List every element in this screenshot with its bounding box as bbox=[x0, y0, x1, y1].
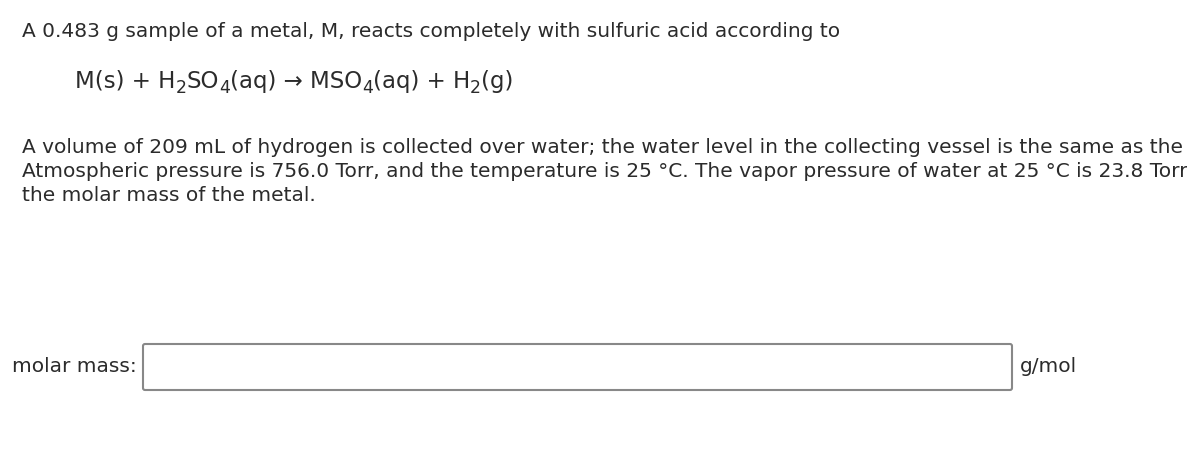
Text: 4: 4 bbox=[362, 79, 373, 97]
Text: the molar mass of the metal.: the molar mass of the metal. bbox=[23, 186, 316, 205]
Text: g/mol: g/mol bbox=[1020, 357, 1077, 376]
FancyBboxPatch shape bbox=[142, 344, 1013, 390]
Text: A 0.483 g sample of a metal, M, reacts completely with sulfuric acid according t: A 0.483 g sample of a metal, M, reacts c… bbox=[23, 22, 840, 41]
Text: M(s) + H: M(s) + H bbox=[75, 70, 176, 93]
Text: SO: SO bbox=[186, 70, 218, 93]
Text: molar mass:: molar mass: bbox=[12, 357, 137, 376]
Text: (aq) + H: (aq) + H bbox=[373, 70, 470, 93]
Text: 2: 2 bbox=[470, 79, 481, 97]
Text: 2: 2 bbox=[176, 79, 186, 97]
Text: Atmospheric pressure is 756.0 Torr, and the temperature is 25 °C. The vapor pres: Atmospheric pressure is 756.0 Torr, and … bbox=[23, 162, 1187, 181]
Text: A volume of 209 mL of hydrogen is collected over water; the water level in the c: A volume of 209 mL of hydrogen is collec… bbox=[23, 138, 1187, 157]
Text: (g): (g) bbox=[481, 70, 513, 93]
Text: 4: 4 bbox=[218, 79, 229, 97]
Text: (aq) → MSO: (aq) → MSO bbox=[229, 70, 362, 93]
